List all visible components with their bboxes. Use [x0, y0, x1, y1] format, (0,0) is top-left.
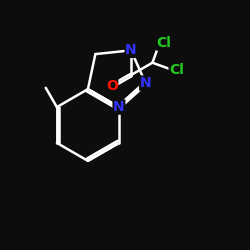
Text: N: N — [140, 76, 151, 90]
Text: Cl: Cl — [157, 36, 172, 50]
Text: O: O — [106, 79, 118, 93]
Text: N: N — [125, 43, 137, 57]
Text: Cl: Cl — [169, 63, 184, 77]
Text: N: N — [113, 100, 125, 114]
